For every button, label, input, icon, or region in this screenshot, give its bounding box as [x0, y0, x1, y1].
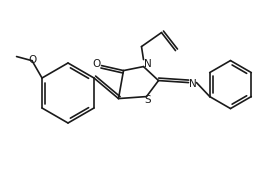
Text: N: N — [144, 59, 151, 69]
Text: O: O — [28, 55, 36, 65]
Text: S: S — [144, 95, 151, 104]
Text: N: N — [189, 79, 196, 89]
Text: O: O — [92, 59, 101, 69]
